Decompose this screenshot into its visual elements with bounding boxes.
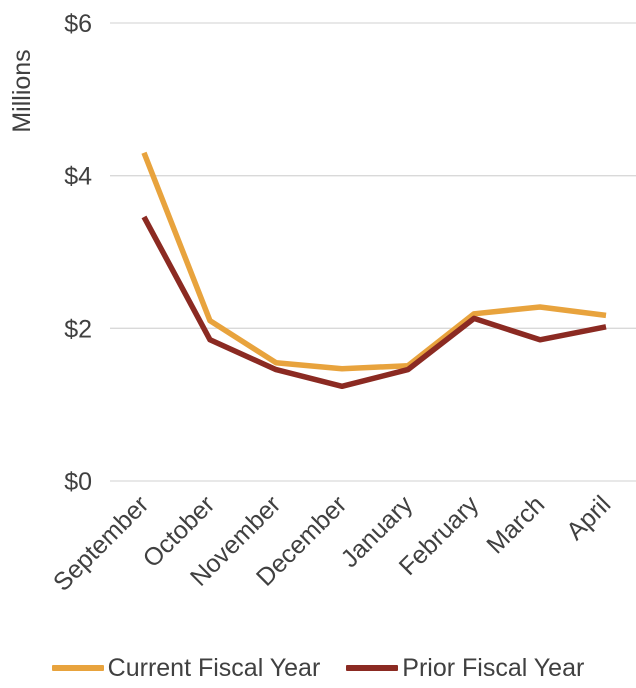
legend: Current Fiscal Year Prior Fiscal Year — [0, 650, 636, 686]
legend-swatch-current — [51, 665, 104, 671]
y-tick-label: $2 — [64, 315, 92, 343]
series-line-prior — [141, 215, 607, 390]
y-tick-label: $0 — [64, 468, 92, 496]
legend-label-prior: Prior Fiscal Year — [402, 653, 585, 682]
x-tick-label: April — [561, 490, 616, 545]
legend-swatch-prior — [346, 665, 399, 671]
line-chart: $0$2$4$6MillionsSeptemberOctoberNovember… — [8, 10, 636, 597]
x-tick-label: September — [48, 490, 154, 596]
y-tick-label: $6 — [64, 10, 92, 38]
x-tick-label: March — [481, 490, 550, 559]
legend-item-prior: Prior Fiscal Year — [346, 654, 584, 683]
y-tick-label: $4 — [64, 163, 92, 191]
legend-item-current: Current Fiscal Year — [51, 653, 321, 683]
series-line-current — [141, 151, 607, 372]
y-axis-label: Millions — [8, 49, 36, 132]
legend-label-current: Current Fiscal Year — [107, 653, 321, 682]
